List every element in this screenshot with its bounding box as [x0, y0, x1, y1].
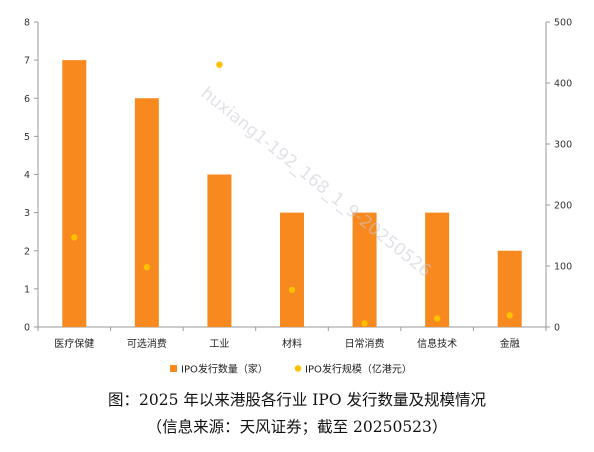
left-tick-label: 6 [24, 94, 30, 105]
scatter-point [433, 315, 441, 322]
left-tick-label: 2 [24, 246, 30, 257]
category-label: 金融 [500, 337, 520, 350]
category-label: 医疗保健 [54, 337, 94, 350]
legend: IPO发行数量（家） IPO发行规模（亿港元） [170, 363, 412, 376]
left-tick-label: 8 [24, 18, 30, 29]
scatter-point [216, 61, 223, 68]
left-tick-label: 4 [24, 170, 30, 181]
category-label: 日常消费 [345, 337, 385, 350]
category-label: 工业 [209, 338, 229, 350]
right-tick-label: 100 [554, 262, 572, 273]
legend-label-count: IPO发行数量（家） [181, 363, 268, 376]
category-label: 可选消费 [127, 337, 167, 350]
left-tick-label: 1 [24, 284, 30, 295]
figure-source: （信息来源：天风证券；截至 20250523） [146, 418, 448, 436]
left-tick-label: 7 [24, 56, 30, 67]
scatter-series [71, 61, 513, 327]
watermark-text: huxiang1-192_168_1_9-20250526 [197, 83, 435, 281]
legend-swatch-point [294, 365, 302, 372]
right-tick-label: 500 [554, 18, 572, 29]
bar [207, 174, 232, 327]
right-tick-label: 0 [554, 323, 560, 334]
figure-caption: 图：2025 年以来港股各行业 IPO 发行数量及规模情况 [108, 391, 486, 409]
left-tick-label: 0 [24, 323, 30, 334]
right-tick-label: 300 [554, 140, 572, 151]
bar [352, 212, 377, 327]
left-tick-label: 5 [24, 132, 30, 143]
bar [280, 212, 304, 327]
bar-series [62, 60, 522, 327]
right-tick-label: 400 [554, 79, 572, 90]
left-tick-label: 3 [24, 208, 30, 219]
scatter-point [71, 234, 78, 241]
scatter-point [288, 286, 296, 293]
category-label: 信息技术 [417, 337, 457, 350]
legend-swatch-bar [170, 365, 177, 372]
bar [134, 98, 159, 327]
right-tick-label: 200 [554, 201, 572, 212]
category-label: 材料 [282, 337, 302, 350]
legend-label-size: IPO发行规模（亿港元） [305, 363, 412, 376]
scatter-point [506, 312, 513, 319]
bar [425, 212, 450, 327]
scatter-point [361, 320, 368, 327]
chart-area: 0 1 2 3 4 5 6 7 8 0 100 200 300 400 500 医疗保健 可选消费 工业 材料 日常消… [24, 18, 572, 376]
bar [62, 60, 87, 327]
scatter-point [143, 264, 151, 271]
tick-labels: 0 1 2 3 4 5 6 7 8 0 100 200 300 400 500 医疗保健 可选消费 工业 材料 日常消… [24, 18, 572, 351]
